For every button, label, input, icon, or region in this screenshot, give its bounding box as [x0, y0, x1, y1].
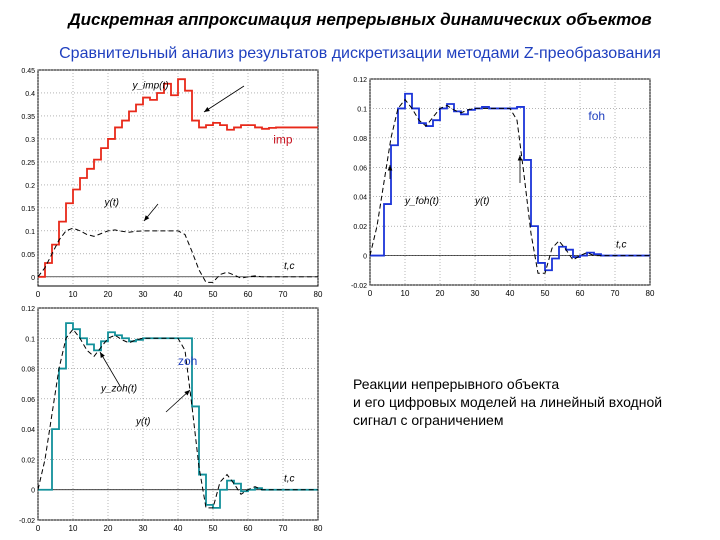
x-tick-label: 60	[576, 289, 585, 298]
x-tick-label: 60	[244, 290, 253, 299]
x-tick-label: 50	[209, 524, 218, 533]
y-tick-label: 0.4	[25, 91, 35, 98]
x-tick-label: 20	[104, 290, 113, 299]
annotation-label: y_imp(t)	[132, 80, 169, 91]
series-continuous-line	[37, 227, 318, 283]
series-continuous-line	[37, 328, 318, 509]
caption-line-3: сигнал с ограничением	[353, 412, 504, 428]
annotation-label: y_foh(t)	[404, 196, 439, 207]
x-tick-label: 0	[36, 524, 41, 533]
x-tick-label: 10	[69, 524, 78, 533]
y-tick-label: 0.08	[353, 136, 367, 143]
x-tick-label: 40	[174, 290, 183, 299]
x-tick-label: 40	[174, 524, 183, 533]
annotation-label: y_zoh(t)	[100, 383, 137, 394]
y-tick-label: 0.15	[21, 206, 35, 213]
page-title: Дискретная аппроксимация непрерывных дин…	[68, 10, 652, 29]
x-tick-label: 50	[541, 289, 550, 298]
method-label-imp: imp	[273, 132, 293, 146]
x-tick-label: 80	[646, 289, 655, 298]
y-tick-label: 0.04	[353, 195, 367, 202]
x-tick-label: 40	[506, 289, 515, 298]
series-continuous-line	[369, 98, 650, 274]
y-tick-label: 0.1	[25, 336, 35, 343]
y-tick-label: 0.2	[25, 183, 35, 190]
y-tick-label: 0.05	[21, 252, 35, 259]
annotation-arrowhead	[204, 107, 210, 112]
annotation-label: y(t)	[135, 417, 150, 428]
y-tick-label: 0.12	[21, 306, 35, 313]
annotation-arrowhead	[517, 155, 523, 161]
caption-line-2: и его цифровых моделей на линейный входн…	[353, 394, 663, 410]
x-tick-label: 30	[139, 524, 148, 533]
method-label-zoh: zoh	[178, 354, 197, 368]
y-tick-label: 0.06	[353, 165, 367, 172]
x-tick-label: 50	[209, 290, 218, 299]
y-tick-label: 0.1	[25, 229, 35, 236]
y-tick-label: 0.3	[25, 137, 35, 144]
y-tick-label: 0.12	[353, 77, 367, 84]
x-tick-label: 60	[244, 524, 253, 533]
annotation-arrow	[203, 85, 245, 113]
annotation-label: y(t)	[104, 198, 119, 209]
x-tick-label: 70	[279, 290, 288, 299]
y-tick-label: 0.06	[21, 397, 35, 404]
series-imp-line	[38, 78, 318, 278]
y-tick-label: -0.02	[19, 518, 35, 525]
x-tick-label: 70	[279, 524, 288, 533]
page-subtitle: Сравнительный анализ результатов дискрет…	[59, 45, 661, 62]
annotation-arrowhead	[144, 215, 150, 221]
x-tick-label: 30	[139, 290, 148, 299]
annotation-arrowhead	[387, 165, 393, 171]
x-tick-label: 20	[436, 289, 445, 298]
y-tick-label: 0.25	[21, 160, 35, 167]
annotation-label: y(t)	[474, 196, 489, 207]
caption: Реакции непрерывного объекта и его цифро…	[353, 375, 718, 429]
x-tick-label: 10	[69, 290, 78, 299]
annotation-arrowhead	[184, 390, 190, 396]
chart-foh: 0 10 20 30 40 50 60 70 80-0.0200.020.040.060.080…	[338, 75, 658, 303]
x-tick-label: 30	[471, 289, 480, 298]
x-tick-label: 70	[611, 289, 620, 298]
y-tick-label: -0.02	[351, 283, 367, 290]
x-tick-label: 80	[314, 290, 323, 299]
annotation-arrow	[99, 351, 121, 387]
y-tick-label: 0	[363, 254, 367, 261]
x-tick-label: 20	[104, 524, 113, 533]
x-axis-label: t,c	[284, 474, 295, 485]
y-tick-label: 0.02	[21, 457, 35, 464]
x-tick-label: 0	[36, 290, 41, 299]
y-tick-label: 0.04	[21, 427, 35, 434]
y-tick-label: 0.1	[357, 106, 367, 113]
y-tick-label: 0	[31, 488, 35, 495]
y-tick-label: 0.02	[353, 224, 367, 231]
chart-zoh: 0 10 20 30 40 50 60 70 80-0.0200.020.040.060.080…	[8, 302, 326, 538]
x-tick-label: 0	[368, 289, 373, 298]
method-label-foh: foh	[588, 109, 605, 123]
y-tick-label: 0.08	[21, 367, 35, 374]
series-zoh-line	[38, 322, 318, 509]
caption-line-1: Реакции непрерывного объекта	[353, 376, 560, 392]
chart-imp: 0 10 20 30 40 50 60 70 80 0 0.05 0.1 0.15 0.2 0.25 0.3 0…	[8, 66, 326, 304]
annotation-arrowhead	[100, 352, 105, 358]
y-tick-label: 0.45	[21, 68, 35, 75]
x-axis-label: t,c	[284, 261, 295, 272]
x-tick-label: 10	[401, 289, 410, 298]
y-tick-label: 0.35	[21, 114, 35, 121]
y-tick-label: 0	[31, 275, 35, 282]
x-axis-label: t,c	[616, 240, 627, 251]
x-tick-label: 80	[314, 524, 323, 533]
